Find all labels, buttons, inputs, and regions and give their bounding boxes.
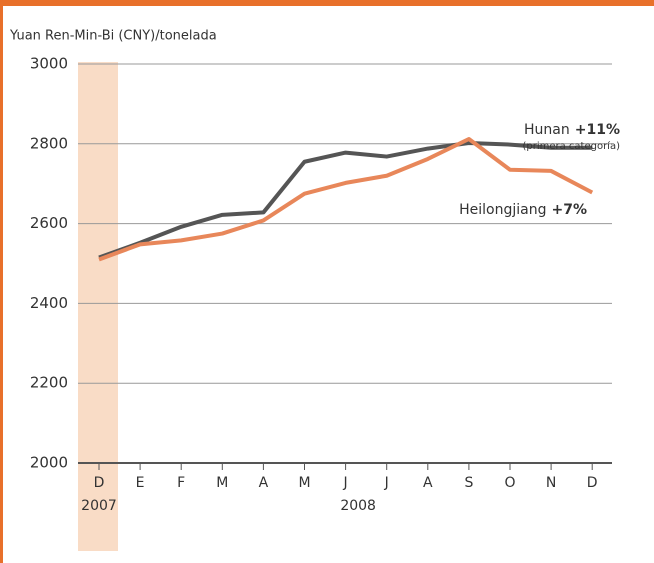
year-label: 2007 (81, 498, 117, 514)
x-tick-label: D (587, 475, 598, 491)
x-tick-label: J (384, 475, 389, 491)
x-tick-label: A (259, 475, 269, 491)
x-tick-label: A (423, 475, 433, 491)
x-tick-label: J (343, 475, 348, 491)
y-tick-label: 2000 (30, 454, 68, 472)
top-border (0, 0, 654, 6)
series-change: +11% (575, 122, 620, 138)
y-tick-label: 2400 (30, 294, 68, 312)
x-tick-label: F (177, 475, 185, 491)
x-tick-label: M (216, 475, 228, 491)
y-tick-label: 2600 (30, 214, 68, 232)
left-border (0, 0, 3, 563)
x-tick-label: O (504, 475, 515, 491)
y-tick-label: 2200 (30, 374, 68, 392)
series-name: Heilongjiang (459, 202, 546, 218)
y-axis-label: Yuan Ren-Min-Bi (CNY)/tonelada (9, 29, 217, 44)
x-tick-label: S (464, 475, 473, 491)
series-name: Hunan (524, 122, 570, 138)
line-series (98, 137, 594, 262)
series-note: (primera categoría) (522, 140, 620, 152)
y-tick-label: 3000 (30, 55, 68, 73)
y-tick-label: 2800 (30, 134, 68, 152)
x-tick-label: N (546, 475, 556, 491)
series-annotation: Hunan +11% (524, 122, 620, 138)
year-label: 2008 (340, 498, 376, 514)
x-tick-label: E (136, 475, 145, 491)
series-change: +7% (552, 202, 588, 218)
line-series (98, 141, 593, 260)
series-annotation: Heilongjiang +7% (459, 202, 587, 218)
x-tick-label: D (94, 475, 105, 491)
x-tick-label: M (298, 475, 310, 491)
